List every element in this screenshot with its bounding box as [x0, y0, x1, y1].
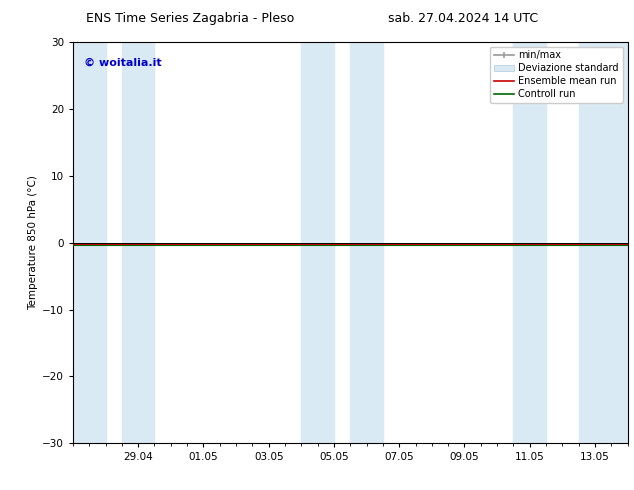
- Bar: [122, 42, 155, 443]
- Y-axis label: Temperature 850 hPa (°C): Temperature 850 hPa (°C): [28, 175, 38, 310]
- Bar: [73, 42, 105, 443]
- Bar: [301, 42, 334, 443]
- Bar: [514, 42, 546, 443]
- Text: sab. 27.04.2024 14 UTC: sab. 27.04.2024 14 UTC: [388, 12, 538, 25]
- Text: © woitalia.it: © woitalia.it: [84, 58, 162, 68]
- Legend: min/max, Deviazione standard, Ensemble mean run, Controll run: min/max, Deviazione standard, Ensemble m…: [490, 47, 623, 103]
- Bar: [350, 42, 383, 443]
- Text: ENS Time Series Zagabria - Pleso: ENS Time Series Zagabria - Pleso: [86, 12, 294, 25]
- Bar: [579, 42, 628, 443]
